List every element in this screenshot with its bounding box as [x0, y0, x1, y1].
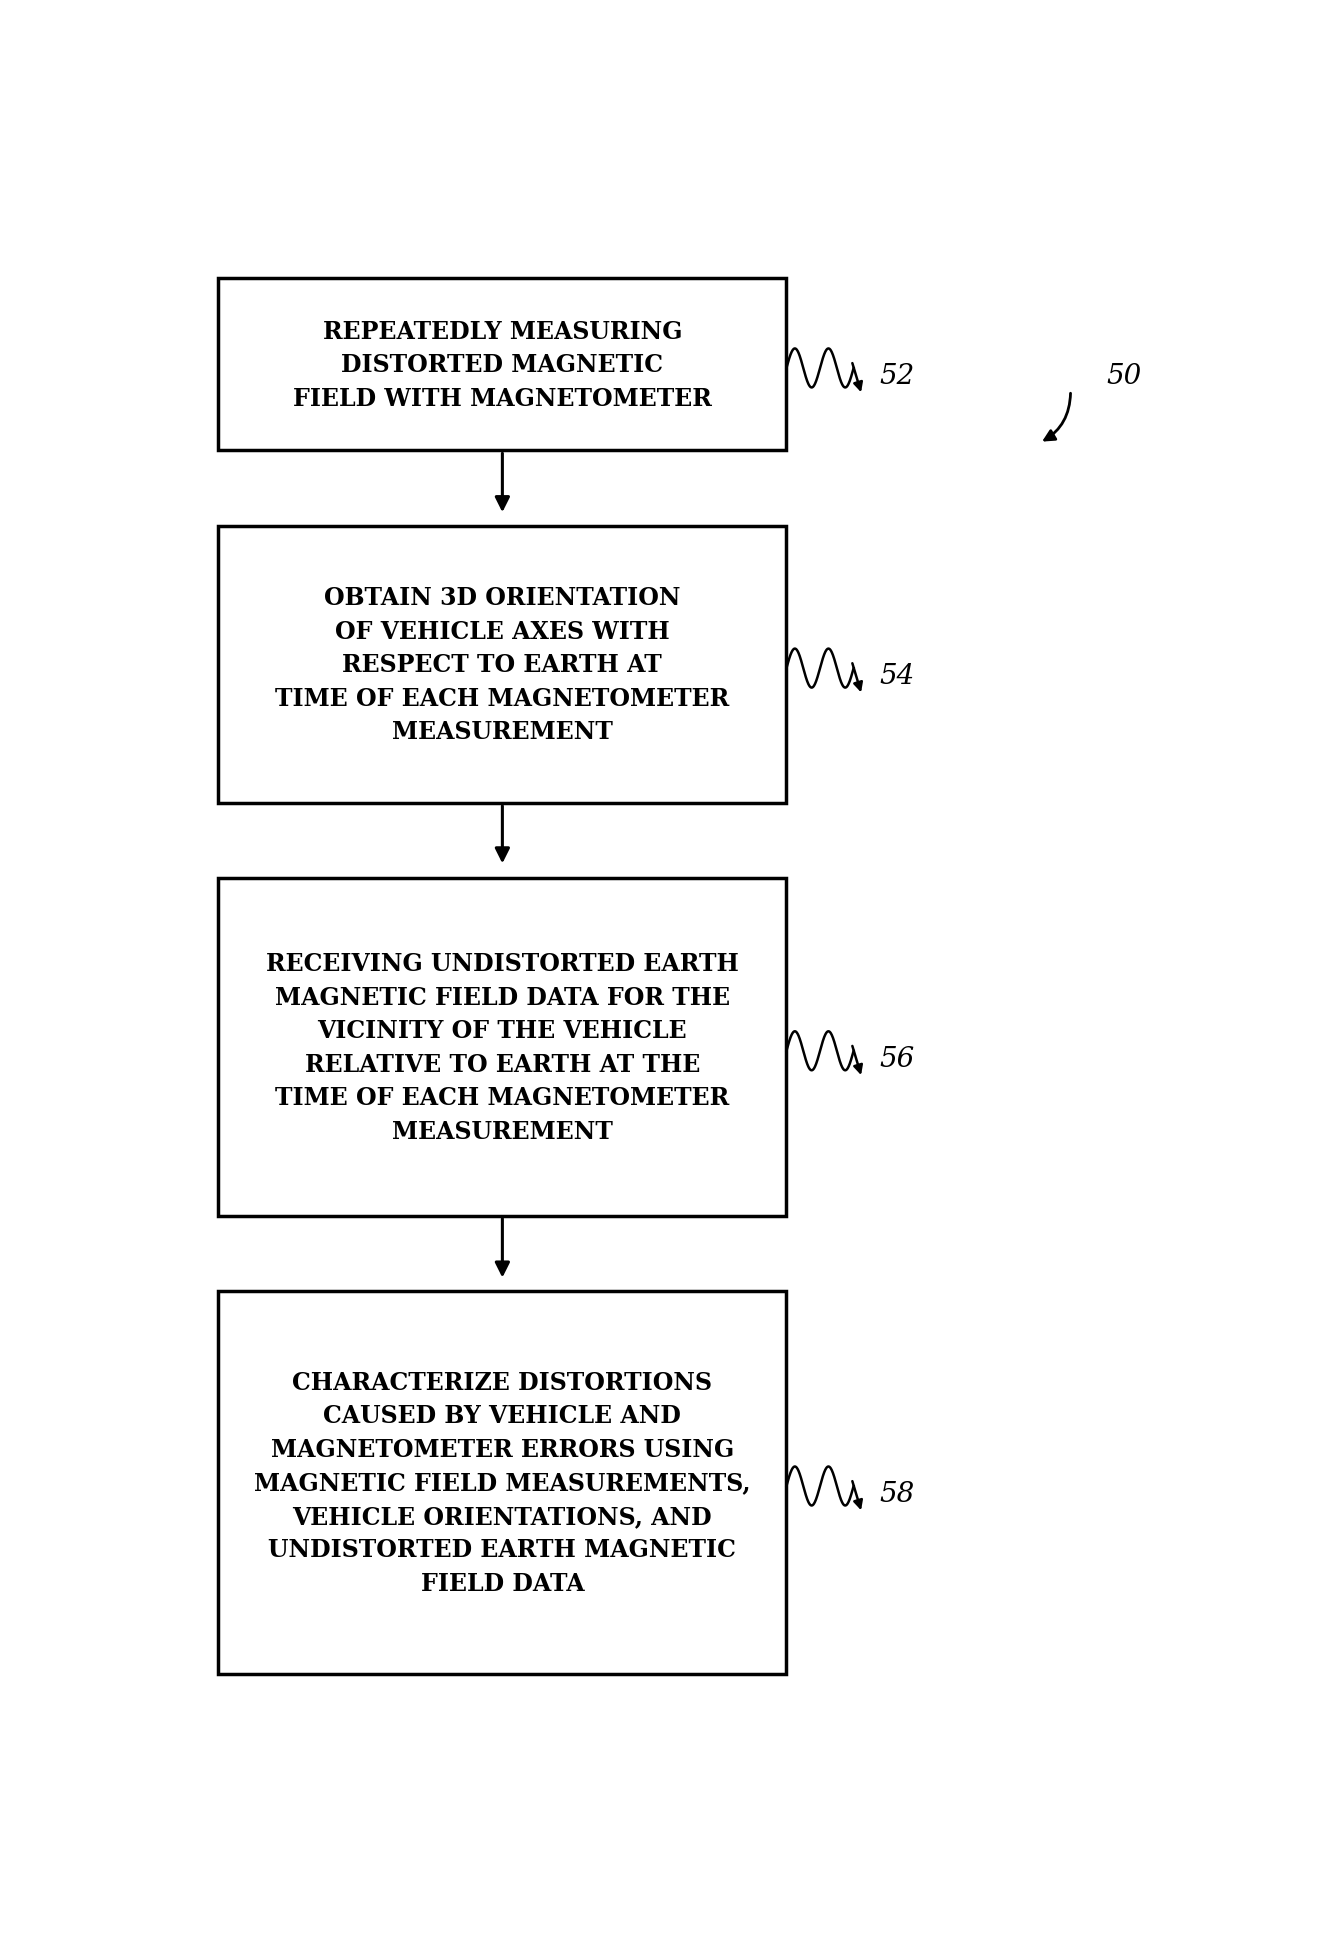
FancyBboxPatch shape: [219, 279, 786, 452]
Text: REPEATEDLY MEASURING
DISTORTED MAGNETIC
FIELD WITH MAGNETOMETER: REPEATEDLY MEASURING DISTORTED MAGNETIC …: [293, 319, 712, 411]
FancyArrowPatch shape: [1045, 393, 1070, 440]
Text: OBTAIN 3D ORIENTATION
OF VEHICLE AXES WITH
RESPECT TO EARTH AT
TIME OF EACH MAGN: OBTAIN 3D ORIENTATION OF VEHICLE AXES WI…: [275, 586, 729, 744]
FancyBboxPatch shape: [219, 526, 786, 805]
FancyBboxPatch shape: [219, 1292, 786, 1673]
FancyBboxPatch shape: [219, 879, 786, 1216]
Text: 56: 56: [880, 1046, 914, 1071]
Text: CHARACTERIZE DISTORTIONS
CAUSED BY VEHICLE AND
MAGNETOMETER ERRORS USING
MAGNETI: CHARACTERIZE DISTORTIONS CAUSED BY VEHIC…: [255, 1369, 750, 1595]
Text: RECEIVING UNDISTORTED EARTH
MAGNETIC FIELD DATA FOR THE
VICINITY OF THE VEHICLE
: RECEIVING UNDISTORTED EARTH MAGNETIC FIE…: [267, 953, 738, 1143]
Text: 54: 54: [880, 662, 914, 690]
Text: 52: 52: [880, 362, 914, 390]
Text: 58: 58: [880, 1480, 914, 1508]
Text: 50: 50: [1106, 362, 1142, 390]
